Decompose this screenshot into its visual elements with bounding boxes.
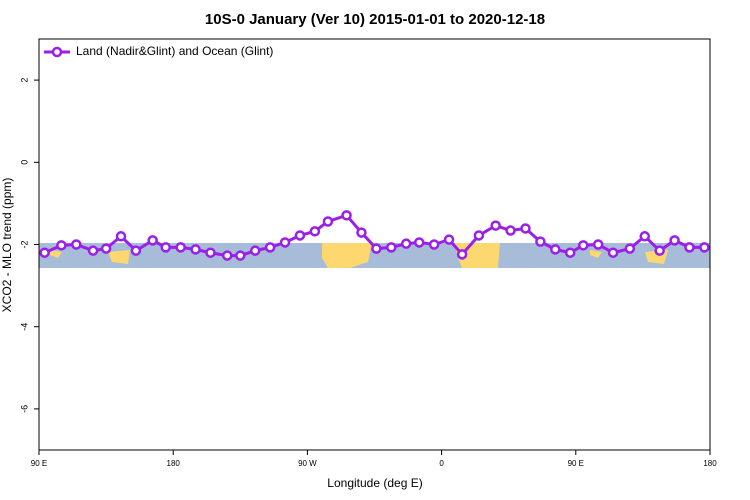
data-point (535, 236, 546, 247)
data-point (578, 240, 589, 251)
data-point (490, 220, 501, 231)
x-tick-label: 90 E (568, 459, 584, 468)
data-point (654, 245, 665, 256)
data-point (624, 243, 636, 254)
data-point (309, 226, 321, 237)
x-tick-label: 0 (439, 459, 444, 468)
x-tick-label: 180 (167, 459, 181, 468)
x-tick-label: 90 W (298, 459, 317, 468)
data-point (222, 250, 233, 261)
data-point (190, 244, 201, 255)
data-point (205, 247, 216, 258)
data-point (175, 242, 186, 253)
data-point (322, 216, 334, 227)
data-point (564, 247, 576, 258)
y-tick-label: -6 (19, 405, 29, 413)
data-point (39, 247, 50, 258)
data-point (279, 237, 291, 248)
data-point (684, 242, 695, 253)
y-tick-label: -4 (19, 323, 29, 331)
y-tick-label: 0 (19, 160, 29, 165)
data-point (87, 245, 99, 256)
data-point (356, 227, 367, 238)
y-axis-label: XCO2 - MLO trend (ppm) (0, 178, 14, 313)
data-point (592, 239, 604, 250)
data-point (341, 210, 352, 221)
data-point (235, 250, 246, 261)
data-point (100, 243, 112, 254)
data-point (505, 225, 516, 236)
data-point (456, 249, 468, 260)
data-point (71, 239, 82, 250)
data-point (160, 242, 171, 253)
y-tick-label: 2 (19, 78, 29, 83)
data-point (115, 231, 127, 242)
data-point (386, 242, 397, 253)
y-tick-label: -2 (19, 240, 29, 248)
legend-label: Land (Nadir&Glint) and Ocean (Glint) (76, 44, 273, 58)
data-point (520, 223, 531, 234)
data-point (413, 237, 425, 248)
data-point (264, 242, 276, 253)
data-point (249, 245, 261, 256)
chart-title: 10S-0 January (Ver 10) 2015-01-01 to 202… (205, 11, 545, 28)
data-point (639, 231, 651, 242)
data-point (550, 244, 561, 255)
data-point (371, 243, 382, 254)
x-axis-label: Longitude (deg E) (327, 476, 422, 490)
data-point (147, 235, 158, 246)
data-point (294, 230, 306, 241)
data-point (699, 242, 710, 253)
data-point (428, 239, 440, 250)
data-point (607, 247, 619, 258)
x-tick-label: 90 E (31, 459, 47, 468)
data-point (130, 245, 142, 256)
data-point (473, 230, 485, 241)
data-point (443, 234, 455, 245)
data-point (669, 235, 680, 246)
data-point (400, 238, 412, 249)
data-point (56, 240, 67, 251)
legend-marker (51, 46, 63, 58)
x-tick-label: 180 (703, 459, 717, 468)
